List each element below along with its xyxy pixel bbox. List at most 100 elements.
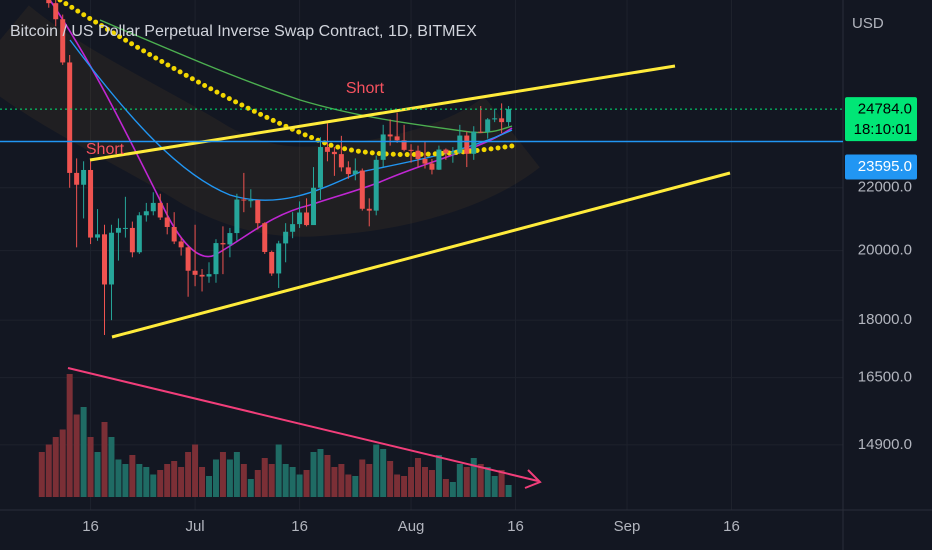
x-tick-label: 16	[82, 518, 99, 535]
volume-bar	[136, 464, 143, 497]
volume-bar	[324, 455, 331, 497]
candle-body	[164, 217, 170, 227]
arrow-head	[524, 469, 542, 489]
candle-body	[401, 140, 407, 150]
volume-bar	[296, 474, 303, 497]
volume-bar	[73, 414, 80, 497]
x-tick-label: Aug	[398, 518, 425, 535]
y-tick-label: 18000.0	[858, 311, 912, 328]
candle-body	[234, 199, 240, 234]
x-tick-label: 16	[507, 518, 524, 535]
candle-body	[443, 149, 449, 154]
currency: USD	[852, 15, 884, 32]
volume-bar	[394, 474, 401, 497]
volume-bar	[52, 437, 59, 497]
volume-bar	[199, 467, 206, 497]
candle-body	[136, 215, 142, 253]
volume-bar	[115, 459, 122, 497]
volume-bar	[435, 455, 442, 497]
candle-body	[102, 234, 108, 285]
volume-bar	[401, 476, 408, 497]
candle-body	[46, 0, 52, 4]
volume-bar	[408, 467, 415, 497]
candle-body	[485, 119, 491, 132]
volume-bar	[212, 459, 219, 497]
volume-bar	[38, 452, 45, 497]
candle-body	[436, 149, 442, 170]
volume-bar	[94, 452, 101, 497]
candle-body	[464, 135, 470, 154]
volume-bar	[150, 474, 157, 497]
axes: 14900.0 16500.0 18000.0 20000.0 22000.0 16 Jul…	[0, 97, 917, 535]
candle-body	[478, 131, 484, 133]
volume-bar	[233, 452, 240, 497]
candle-body	[227, 233, 233, 245]
y-tick-label: 20000.0	[858, 242, 912, 259]
volume-bar	[87, 437, 94, 497]
candle-body	[359, 170, 365, 209]
ma-dotted	[57, 0, 515, 158]
candle-body	[506, 109, 512, 123]
volume-bar	[254, 470, 261, 497]
candle-body	[171, 226, 177, 242]
volume-bar	[463, 467, 470, 497]
volume-bar	[157, 470, 164, 497]
candle-body	[373, 159, 379, 211]
volume-bar	[206, 476, 213, 497]
candle-body	[185, 247, 191, 271]
candle-body	[67, 62, 73, 173]
candle-body	[241, 199, 247, 201]
price-box	[845, 154, 917, 180]
candle-body	[338, 154, 344, 168]
candle-body	[53, 3, 59, 20]
x-tick-label: 16	[723, 518, 740, 535]
candle-body	[178, 241, 184, 248]
volume-bar	[178, 467, 185, 497]
volume-bar	[484, 467, 491, 497]
candle-body	[262, 223, 268, 252]
candles	[46, 0, 512, 335]
volume-bar	[352, 476, 359, 497]
candle-body	[422, 158, 428, 164]
candle-body	[74, 172, 80, 185]
price-label: 24784.0	[858, 101, 912, 118]
volume-bar	[338, 464, 345, 497]
volume-bar	[428, 470, 435, 497]
volume-bar	[108, 437, 115, 497]
candle-body	[499, 118, 505, 123]
volume-bar	[498, 470, 505, 497]
volume-bar	[171, 461, 178, 497]
volume-bar	[185, 452, 192, 497]
volume-bar	[275, 444, 282, 497]
annotation: Short	[86, 141, 125, 158]
candle-body	[471, 131, 477, 154]
candle-body	[366, 208, 372, 211]
volume-bar	[345, 474, 352, 497]
candle-body	[276, 243, 282, 274]
candle-body	[290, 224, 296, 232]
candle-body	[283, 231, 289, 244]
volume-bar	[164, 464, 171, 497]
volume-bar	[470, 458, 477, 497]
annotation: Short	[346, 80, 385, 97]
volume-bar	[387, 461, 394, 497]
volume-bar	[366, 464, 373, 497]
candle-body	[408, 149, 414, 151]
trendline	[89, 64, 676, 162]
volume-bar	[101, 422, 108, 497]
volume-bar	[129, 455, 136, 497]
candle-body	[122, 227, 128, 229]
candle-body	[129, 227, 135, 253]
candle-body	[143, 211, 149, 216]
volume-bar	[491, 476, 498, 497]
candle-body	[297, 212, 303, 225]
candle-body	[60, 19, 66, 63]
candle-body	[206, 274, 212, 277]
volume-bar	[449, 482, 456, 497]
candle-body	[394, 136, 400, 141]
volume-bar	[66, 374, 73, 497]
volume-bar	[226, 459, 233, 497]
volume-bar	[373, 444, 380, 497]
candle-body	[450, 152, 456, 154]
